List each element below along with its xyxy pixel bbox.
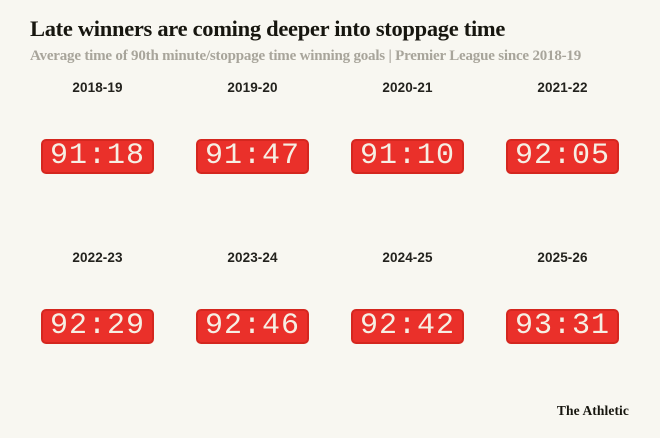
chart-subtitle: Average time of 90th minute/stoppage tim… [30,48,582,64]
season-cell-2023-24: 2023-24 92:46 [175,250,330,344]
clock-badge: 92:42 [351,309,464,344]
season-cell-2025-26: 2025-26 93:31 [485,250,640,344]
clock-badge: 92:29 [41,309,154,344]
season-label: 2023-24 [227,250,278,265]
season-cell-2020-21: 2020-21 91:10 [330,80,485,174]
clock-time-value: 92:42 [359,309,455,343]
season-cell-2019-20: 2019-20 91:47 [175,80,330,174]
clock-badge: 91:10 [351,139,464,174]
clock-time-value: 92:46 [204,309,300,343]
clock-badge: 92:46 [196,309,309,344]
season-cell-2018-19: 2018-19 91:18 [20,80,175,174]
season-label: 2018-19 [72,80,123,95]
season-label: 2019-20 [227,80,278,95]
clock-badge: 92:05 [506,139,619,174]
clock-badge: 91:18 [41,139,154,174]
season-label: 2022-23 [72,250,123,265]
clock-badge: 91:47 [196,139,309,174]
chart-title: Late winners are coming deeper into stop… [30,16,506,41]
clock-time-value: 93:31 [514,309,610,343]
season-cell-2022-23: 2022-23 92:29 [20,250,175,344]
clock-time-value: 92:05 [514,139,610,173]
brand-wordmark: The Athletic [556,403,629,418]
season-label: 2020-21 [382,80,433,95]
clock-time-value: 91:47 [204,139,300,173]
season-label: 2021-22 [537,80,588,95]
chart-header: Late winners are coming deeper into stop… [30,15,635,65]
clock-badge: 93:31 [506,309,619,344]
season-row-top: 2018-19 91:18 2019-20 91:47 2020-21 91:1… [20,80,640,174]
season-row-bottom: 2022-23 92:29 2023-24 92:46 2024-25 92:4… [20,250,640,344]
season-cell-2024-25: 2024-25 92:42 [330,250,485,344]
clock-time-value: 91:18 [49,139,145,173]
season-label: 2025-26 [537,250,588,265]
clock-time-value: 92:29 [49,309,145,343]
season-cell-2021-22: 2021-22 92:05 [485,80,640,174]
clock-time-value: 91:10 [359,139,455,173]
season-label: 2024-25 [382,250,433,265]
